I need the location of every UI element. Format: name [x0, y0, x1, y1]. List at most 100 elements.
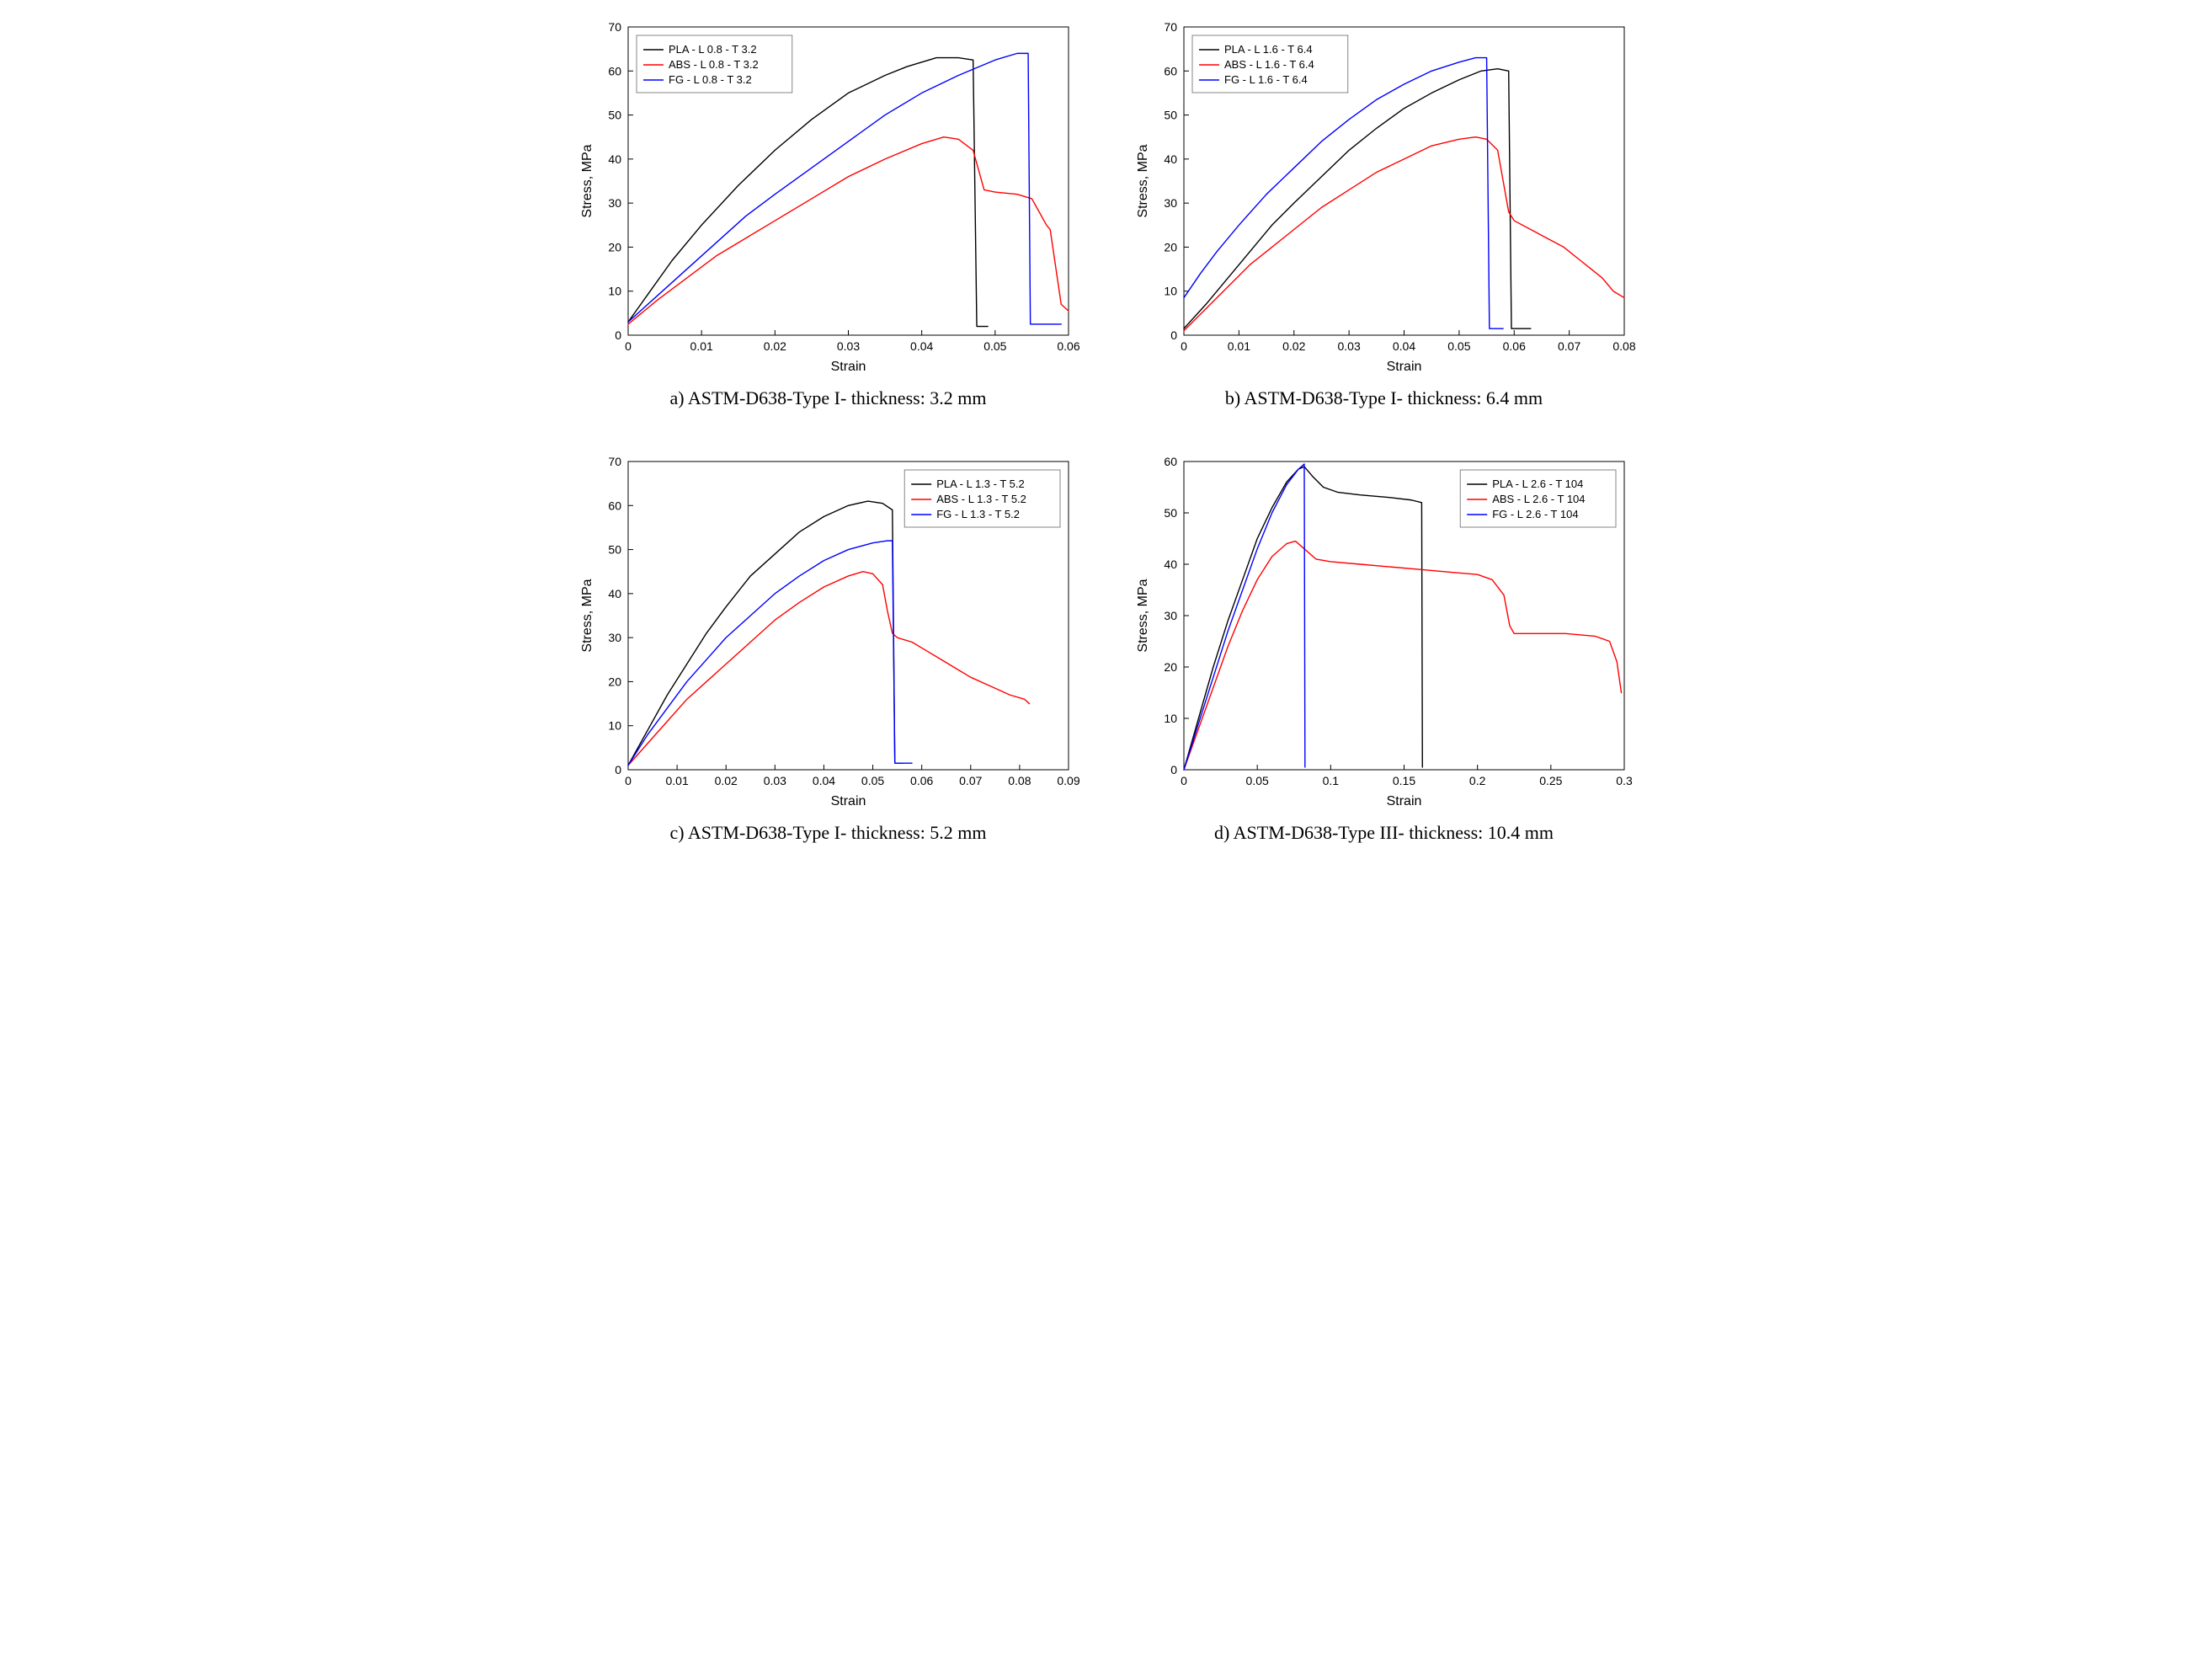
svg-text:0.06: 0.06	[1502, 339, 1525, 353]
svg-text:0.06: 0.06	[1057, 339, 1079, 353]
svg-text:0.01: 0.01	[690, 339, 712, 353]
legend-label: ABS - L 2.6 - T 104	[1492, 493, 1585, 505]
svg-text:60: 60	[608, 499, 621, 512]
panel-b: 0 0.01 0.02 0.03 0.04 0.05 0.06 0.07 0.08 0 10 20 30…	[1123, 17, 1645, 409]
svg-text:70: 70	[608, 455, 621, 468]
svg-text:0.1: 0.1	[1322, 774, 1339, 787]
panel-a: 0 0.01 0.02 0.03 0.04 0.05 0.06 0 10 20 30 40 50 60 70…	[568, 17, 1090, 409]
svg-text:0.15: 0.15	[1392, 774, 1415, 787]
svg-text:0: 0	[1181, 774, 1187, 787]
legend-label: PLA - L 1.3 - T 5.2	[936, 478, 1025, 490]
svg-text:40: 40	[1164, 152, 1177, 166]
legend-label: FG - L 1.6 - T 6.4	[1224, 73, 1308, 86]
legend-label: PLA - L 0.8 - T 3.2	[669, 43, 757, 56]
svg-text:0.04: 0.04	[910, 339, 933, 353]
svg-text:Strain: Strain	[1386, 360, 1421, 374]
legend-label: FG - L 2.6 - T 104	[1492, 508, 1578, 520]
svg-text:0.05: 0.05	[861, 774, 883, 787]
svg-text:0: 0	[615, 328, 621, 342]
svg-text:0.2: 0.2	[1468, 774, 1485, 787]
svg-text:0.08: 0.08	[1008, 774, 1031, 787]
svg-text:0.03: 0.03	[836, 339, 859, 353]
svg-text:0.04: 0.04	[1392, 339, 1415, 353]
svg-text:Strain: Strain	[830, 794, 866, 808]
panel-d: 0 0.05 0.1 0.15 0.2 0.25 0.3 0 10 20 30 40 50 60 Strai…	[1123, 451, 1645, 844]
legend-label: ABS - L 0.8 - T 3.2	[669, 58, 759, 71]
svg-text:0: 0	[1170, 763, 1177, 776]
svg-text:30: 30	[608, 631, 621, 644]
chart-d: 0 0.05 0.1 0.15 0.2 0.25 0.3 0 10 20 30 40 50 60 Strai…	[1132, 451, 1637, 814]
svg-text:50: 50	[608, 109, 621, 122]
svg-text:Strain: Strain	[830, 360, 866, 374]
svg-text:10: 10	[608, 719, 621, 733]
svg-text:0.07: 0.07	[1558, 339, 1580, 353]
svg-text:0.04: 0.04	[812, 774, 834, 787]
svg-text:0: 0	[1170, 328, 1177, 342]
caption-a: a) ASTM-D638-Type I- thickness: 3.2 mm	[669, 387, 986, 409]
svg-text:0.06: 0.06	[910, 774, 933, 787]
svg-text:0.02: 0.02	[1282, 339, 1305, 353]
chart-grid: 0 0.01 0.02 0.03 0.04 0.05 0.06 0 10 20 30 40 50 60 70…	[568, 17, 1645, 844]
svg-text:0.05: 0.05	[1447, 339, 1470, 353]
legend-label: FG - L 0.8 - T 3.2	[669, 73, 752, 86]
svg-text:30: 30	[608, 196, 621, 210]
chart-c: 0 0.01 0.02 0.03 0.04 0.05 0.06 0.07 0.08 0.09 0 10…	[576, 451, 1081, 814]
legend: PLA - L 1.3 - T 5.2 ABS - L 1.3 - T 5.2 FG…	[904, 470, 1060, 527]
chart-a: 0 0.01 0.02 0.03 0.04 0.05 0.06 0 10 20 30 40 50 60 70…	[576, 17, 1081, 379]
svg-text:0.01: 0.01	[665, 774, 688, 787]
svg-text:Strain: Strain	[1386, 794, 1421, 808]
svg-text:0: 0	[1181, 339, 1187, 353]
svg-text:0.03: 0.03	[763, 774, 786, 787]
svg-text:10: 10	[608, 285, 621, 298]
svg-text:20: 20	[608, 240, 621, 253]
svg-text:0.02: 0.02	[763, 339, 786, 353]
caption-d: d) ASTM-D638-Type III- thickness: 10.4 m…	[1214, 822, 1554, 844]
svg-text:0.01: 0.01	[1227, 339, 1250, 353]
svg-text:20: 20	[608, 675, 621, 688]
svg-text:0.3: 0.3	[1616, 774, 1633, 787]
svg-text:40: 40	[608, 152, 621, 166]
svg-text:50: 50	[1164, 506, 1177, 520]
svg-text:40: 40	[1164, 558, 1177, 571]
legend-label: FG - L 1.3 - T 5.2	[936, 508, 1020, 520]
legend-label: PLA - L 2.6 - T 104	[1492, 478, 1583, 490]
legend: PLA - L 1.6 - T 6.4 ABS - L 1.6 - T 6.4 FG…	[1192, 35, 1348, 93]
svg-text:10: 10	[1164, 285, 1177, 298]
svg-text:Stress, MPa: Stress, MPa	[580, 579, 594, 652]
svg-text:70: 70	[608, 20, 621, 34]
svg-text:20: 20	[1164, 660, 1177, 674]
svg-text:20: 20	[1164, 240, 1177, 253]
svg-text:0.03: 0.03	[1337, 339, 1360, 353]
svg-text:10: 10	[1164, 712, 1177, 725]
svg-text:0.09: 0.09	[1057, 774, 1079, 787]
svg-text:70: 70	[1164, 20, 1177, 34]
svg-text:60: 60	[1164, 64, 1177, 77]
svg-text:0.08: 0.08	[1612, 339, 1635, 353]
legend: PLA - L 0.8 - T 3.2 ABS - L 0.8 - T 3.2 FG…	[637, 35, 792, 93]
legend-label: ABS - L 1.3 - T 5.2	[936, 493, 1026, 505]
svg-text:0.02: 0.02	[714, 774, 737, 787]
caption-c: c) ASTM-D638-Type I- thickness: 5.2 mm	[669, 822, 986, 844]
svg-text:40: 40	[608, 587, 621, 600]
svg-text:Stress, MPa: Stress, MPa	[1136, 579, 1150, 652]
svg-text:Stress, MPa: Stress, MPa	[580, 144, 594, 217]
svg-text:0.05: 0.05	[1245, 774, 1268, 787]
legend-label: ABS - L 1.6 - T 6.4	[1224, 58, 1314, 71]
svg-text:0: 0	[625, 774, 632, 787]
svg-text:60: 60	[1164, 455, 1177, 468]
svg-text:30: 30	[1164, 196, 1177, 210]
legend-label: PLA - L 1.6 - T 6.4	[1224, 43, 1313, 56]
svg-text:0.25: 0.25	[1539, 774, 1562, 787]
chart-b: 0 0.01 0.02 0.03 0.04 0.05 0.06 0.07 0.08 0 10 20 30…	[1132, 17, 1637, 379]
svg-text:0.05: 0.05	[983, 339, 1006, 353]
legend: PLA - L 2.6 - T 104 ABS - L 2.6 - T 104 FG…	[1460, 470, 1616, 527]
svg-text:50: 50	[608, 543, 621, 557]
caption-b: b) ASTM-D638-Type I- thickness: 6.4 mm	[1225, 387, 1543, 409]
svg-text:0: 0	[615, 763, 621, 776]
svg-text:Stress, MPa: Stress, MPa	[1136, 144, 1150, 217]
svg-text:60: 60	[608, 64, 621, 77]
svg-text:0.07: 0.07	[959, 774, 982, 787]
svg-text:50: 50	[1164, 109, 1177, 122]
svg-text:30: 30	[1164, 609, 1177, 622]
svg-text:0: 0	[625, 339, 632, 353]
